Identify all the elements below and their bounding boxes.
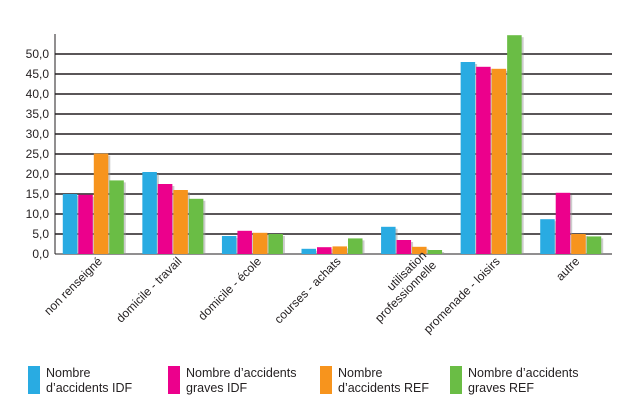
y-tick-label: 50,0 (26, 47, 50, 61)
bar (221, 236, 237, 254)
legend-label: Nombre d’accidents graves REF (468, 366, 578, 395)
y-tick-label: 10,0 (26, 207, 50, 221)
y-tick-labels: 0,0 5,0 10,0 15,0 20,0 25,0 30,0 35,0 40,0 45,0 50… (26, 47, 50, 261)
bar (301, 248, 316, 254)
bar (142, 172, 157, 254)
bar (507, 35, 522, 255)
legend-swatch (28, 366, 40, 394)
legend-swatch (168, 366, 180, 394)
bar (252, 232, 268, 254)
x-tick-label: courses - achats (271, 254, 343, 326)
legend-label: Nombre d’accidents REF (338, 366, 429, 395)
bar (427, 250, 443, 254)
bar (188, 198, 204, 254)
y-tick-label: 20,0 (26, 167, 50, 181)
y-tick-label: 0,0 (32, 247, 49, 261)
x-tick-label: utilisationprofessionnelle (362, 248, 439, 325)
y-tick-label: 15,0 (26, 187, 50, 201)
bar (381, 226, 396, 254)
bar (109, 180, 124, 254)
x-tick-label: non renseigné (41, 254, 105, 318)
gridlines (55, 53, 612, 235)
bar (237, 230, 252, 254)
y-tick-label: 5,0 (32, 227, 49, 241)
x-tick-label: domicile - travail (113, 254, 184, 325)
bar (93, 153, 109, 254)
bar (555, 192, 571, 254)
bar (412, 246, 427, 254)
legend-swatch (450, 366, 462, 394)
y-tick-label: 35,0 (26, 107, 50, 121)
bar (173, 190, 188, 254)
y-tick-label: 25,0 (26, 147, 50, 161)
bars (62, 35, 604, 255)
bar (540, 219, 555, 254)
legend-label: Nombre d’accidents IDF (46, 366, 133, 395)
bar (491, 68, 507, 254)
bar (268, 234, 283, 254)
bar (62, 194, 78, 254)
y-tick-label: 40,0 (26, 87, 50, 101)
bar (476, 66, 491, 254)
bar (571, 234, 586, 254)
x-tick-labels: non renseigné domicile - travail domicile … (41, 248, 582, 336)
bar (460, 62, 476, 254)
bar (586, 236, 602, 254)
bar (396, 240, 412, 254)
bar (332, 246, 347, 254)
legend-label: Nombre d’accidents graves IDF (186, 366, 296, 395)
bar (317, 247, 332, 254)
y-tick-label: 45,0 (26, 67, 50, 81)
bar (157, 184, 173, 254)
x-tick-label: domicile - école (195, 254, 264, 323)
legend-swatch (320, 366, 332, 394)
x-tick-label: autre (553, 254, 582, 283)
y-tick-label: 30,0 (26, 127, 50, 141)
legend: Nombre d’accidents IDF Nombre d’accidents g… (28, 366, 578, 395)
axes (54, 34, 612, 255)
bar (348, 238, 363, 254)
bar (78, 194, 93, 254)
